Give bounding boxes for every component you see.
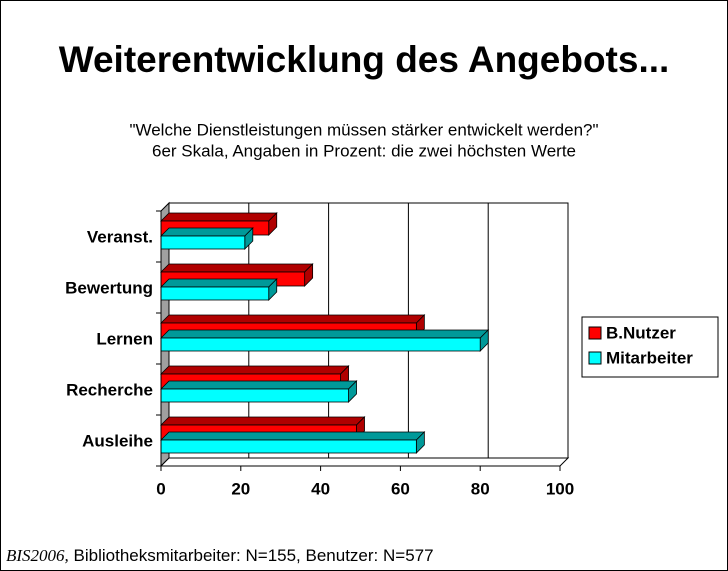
bar-top xyxy=(160,416,366,426)
footer: BIS2006, Bibliotheksmitarbeiter: N=155, … xyxy=(6,546,434,566)
x-tick-label: 100 xyxy=(546,479,574,498)
floor xyxy=(159,457,570,467)
bar-top xyxy=(160,263,314,273)
footer-note: Bibliotheksmitarbeiter: N=155, Benutzer:… xyxy=(74,546,434,565)
bar xyxy=(160,337,481,352)
chart-title: Weiterentwicklung des Angebots... xyxy=(59,39,670,80)
y-tick-label: Bewertung xyxy=(65,278,153,297)
y-tick-label: Ausleihe xyxy=(82,431,153,450)
x-tick-label: 60 xyxy=(391,479,410,498)
legend-box xyxy=(581,316,719,378)
bar-top xyxy=(160,314,426,324)
bar-top xyxy=(160,212,278,222)
legend-label: B.Nutzer xyxy=(606,323,676,342)
bar-top xyxy=(160,431,426,441)
subtitle: "Welche Dienstleistungen müssen stärker … xyxy=(129,120,598,139)
y-tick-label: Recherche xyxy=(66,380,153,399)
legend-swatch xyxy=(588,351,602,365)
x-tick-label: 40 xyxy=(311,479,330,498)
bar xyxy=(160,286,270,301)
bar xyxy=(160,439,417,454)
bar-top xyxy=(160,278,278,288)
x-tick-label: 80 xyxy=(471,479,490,498)
legend-label: Mitarbeiter xyxy=(606,348,693,367)
x-tick-label: 20 xyxy=(231,479,250,498)
bar xyxy=(160,388,349,403)
y-tick-label: Lernen xyxy=(96,329,153,348)
bar-top xyxy=(160,329,490,339)
x-tick-label: 0 xyxy=(156,479,165,498)
subtitle: 6er Skala, Angaben in Prozent: die zwei … xyxy=(152,141,576,160)
legend-swatch xyxy=(588,326,602,340)
bar-top xyxy=(160,227,254,237)
bar-top xyxy=(160,380,358,390)
bar xyxy=(160,235,246,250)
footer-source: BIS2006, xyxy=(6,546,69,565)
bar-top xyxy=(160,365,350,375)
y-tick-label: Veranst. xyxy=(87,227,153,246)
